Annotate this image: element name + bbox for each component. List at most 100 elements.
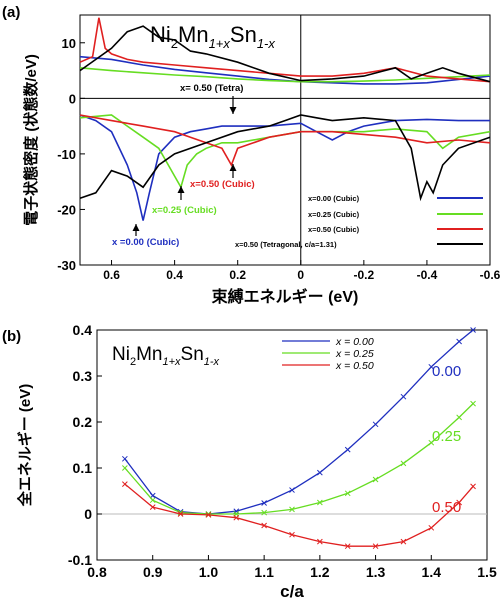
- panel-a-label: (a): [2, 4, 20, 21]
- energy-marker: [470, 327, 476, 333]
- panel-b-label: (b): [2, 328, 21, 345]
- panel-a-legend-label: x=0.50 (Tetragonal, c/a=1.31): [235, 240, 337, 249]
- panel-a-legend-label: x=0.50 (Cubic): [308, 225, 360, 234]
- panel-a: (a) Ni2Mn1+xSn1-x 0.6 0.4 0.2 0 -0.2 -0.4 -0.6…: [2, 4, 501, 306]
- energy-marker: [149, 497, 156, 504]
- panel-a-legend: x=0.00 (Cubic) x=0.25 (Cubic) x=0.50 (Cubi…: [235, 194, 483, 249]
- energy-marker: [456, 338, 462, 345]
- panel-b-legend-label: x = 0.25: [335, 348, 374, 360]
- energy-marker: [122, 481, 128, 487]
- energy-marker: [289, 531, 295, 538]
- panel-a-ylabel: 電子状態密度 (状態数/eV): [22, 54, 40, 226]
- panel-a-arrowhead: [229, 164, 237, 171]
- panel-a-series-group: [79, 17, 491, 221]
- panel-a-y-tick-label: -30: [57, 258, 76, 273]
- dos-up-line-2: [79, 17, 491, 83]
- energy-marker: [400, 538, 407, 545]
- panel-b-legend: x = 0.00x = 0.25x = 0.50: [282, 336, 374, 372]
- energy-marker: [261, 500, 267, 506]
- panel-b-ticks: 0.8 0.9 1.0 1.1 1.2 1.3 1.4 1.5 -0.1 0 0.1 0.2 0.3 0.…: [68, 322, 497, 580]
- panel-a-title: Ni2Mn1+xSn1-x: [150, 22, 275, 51]
- panel-a-x-tick-label: 0.2: [229, 268, 246, 282]
- panel-a-x-tick-label: -0.6: [480, 268, 501, 282]
- panel-b-legend-label: x = 0.00: [335, 336, 374, 348]
- energy-marker: [400, 460, 407, 467]
- panel-b-end-label: 0.00: [432, 363, 461, 380]
- energy-marker: [428, 524, 435, 531]
- panel-b-end-label: 0.25: [432, 428, 461, 445]
- dos-up-line-3: [79, 25, 491, 83]
- panel-a-x-tick-label: -0.4: [417, 268, 438, 282]
- energy-marker: [317, 469, 323, 476]
- energy-marker: [122, 455, 128, 462]
- panel-b-x-tick-label: 1.3: [366, 564, 386, 580]
- energy-marker: [205, 512, 212, 518]
- panel-a-ticks: 0.6 0.4 0.2 0 -0.2 -0.4 -0.6 10 0 -10 -20 -30: [57, 36, 500, 282]
- panel-a-legend-label: x=0.00 (Cubic): [308, 194, 360, 203]
- panel-a-arrowhead: [177, 186, 185, 193]
- energy-marker: [317, 499, 323, 506]
- panel-a-annotation: x=0.25 (Cubic): [152, 205, 217, 216]
- energy-marker: [372, 476, 379, 483]
- panel-b: (b) Ni2Mn1+xSn1-x 0.8 0.9 1.0 1.1 1.2 1.3 1.4 1…: [2, 322, 497, 601]
- energy-marker: [428, 363, 435, 370]
- panel-b-x-tick-label: 1.2: [310, 564, 330, 580]
- panel-a-x-tick-label: 0: [297, 268, 304, 282]
- panel-b-x-tick-label: 1.5: [477, 564, 497, 580]
- energy-marker: [261, 509, 267, 516]
- panel-a-annotation: x =0.00 (Cubic): [112, 237, 179, 248]
- energy-line-0: [124, 329, 474, 515]
- energy-marker: [372, 543, 379, 550]
- panel-b-y-tick-label: 0.4: [73, 322, 93, 338]
- panel-a-legend-label: x=0.25 (Cubic): [308, 210, 360, 219]
- panel-b-y-tick-label: 0: [84, 506, 92, 522]
- energy-marker: [470, 483, 476, 490]
- panel-b-legend-label: x = 0.50: [335, 360, 374, 372]
- energy-marker: [177, 511, 184, 517]
- panel-a-frame: [79, 14, 491, 266]
- energy-marker: [289, 487, 295, 493]
- panel-b-x-tick-label: 1.4: [422, 564, 442, 580]
- energy-marker: [289, 506, 295, 513]
- energy-marker: [149, 492, 156, 499]
- energy-line-1: [124, 403, 474, 515]
- panel-b-end-labels: 0.00 0.25 0.50: [432, 363, 461, 516]
- panel-a-annotation: x=0.50 (Cubic): [190, 179, 255, 190]
- panel-a-x-tick-label: -0.2: [354, 268, 375, 282]
- energy-marker: [149, 504, 156, 510]
- panel-b-x-tick-label: 0.8: [87, 564, 107, 580]
- energy-marker: [470, 400, 476, 407]
- panel-b-y-tick-label: 0.2: [73, 414, 93, 430]
- energy-marker: [456, 499, 462, 506]
- panel-b-ylabel: 全エネルギー (eV): [16, 384, 34, 508]
- panel-a-annotation: x= 0.50 (Tetra): [180, 83, 243, 94]
- panel-b-x-tick-label: 1.0: [199, 564, 219, 580]
- panel-a-arrowhead: [132, 224, 140, 231]
- energy-marker: [344, 543, 351, 550]
- energy-marker: [344, 446, 351, 453]
- panel-a-annotations: x= 0.50 (Tetra) x=0.50 (Cubic) x=0.25 (Cub…: [112, 83, 255, 248]
- panel-a-x-tick-label: 0.4: [166, 268, 183, 282]
- energy-marker: [400, 393, 407, 400]
- panel-a-arrowhead: [229, 107, 237, 114]
- panel-b-y-tick-label: -0.1: [68, 552, 92, 568]
- energy-marker: [122, 465, 128, 471]
- panel-b-series-group: [122, 327, 476, 550]
- panel-b-x-tick-label: 1.1: [254, 564, 274, 580]
- panel-a-y-tick-label: -20: [57, 202, 76, 217]
- panel-b-frame: [96, 329, 488, 561]
- panel-a-y-tick-label: 10: [62, 36, 76, 51]
- dos-down-line-0: [79, 114, 490, 221]
- energy-line-2: [124, 483, 474, 547]
- panel-b-x-tick-label: 0.9: [143, 564, 163, 580]
- energy-marker: [233, 514, 240, 521]
- panel-b-end-label: 0.50: [432, 499, 461, 516]
- panel-a-y-tick-label: 0: [69, 91, 76, 106]
- energy-marker: [372, 421, 379, 428]
- dos-up-line-1: [79, 67, 491, 83]
- energy-marker: [428, 439, 435, 446]
- panel-a-x-tick-label: 0.6: [103, 268, 120, 282]
- panel-b-xlabel: c/a: [280, 582, 304, 601]
- energy-marker: [261, 522, 267, 529]
